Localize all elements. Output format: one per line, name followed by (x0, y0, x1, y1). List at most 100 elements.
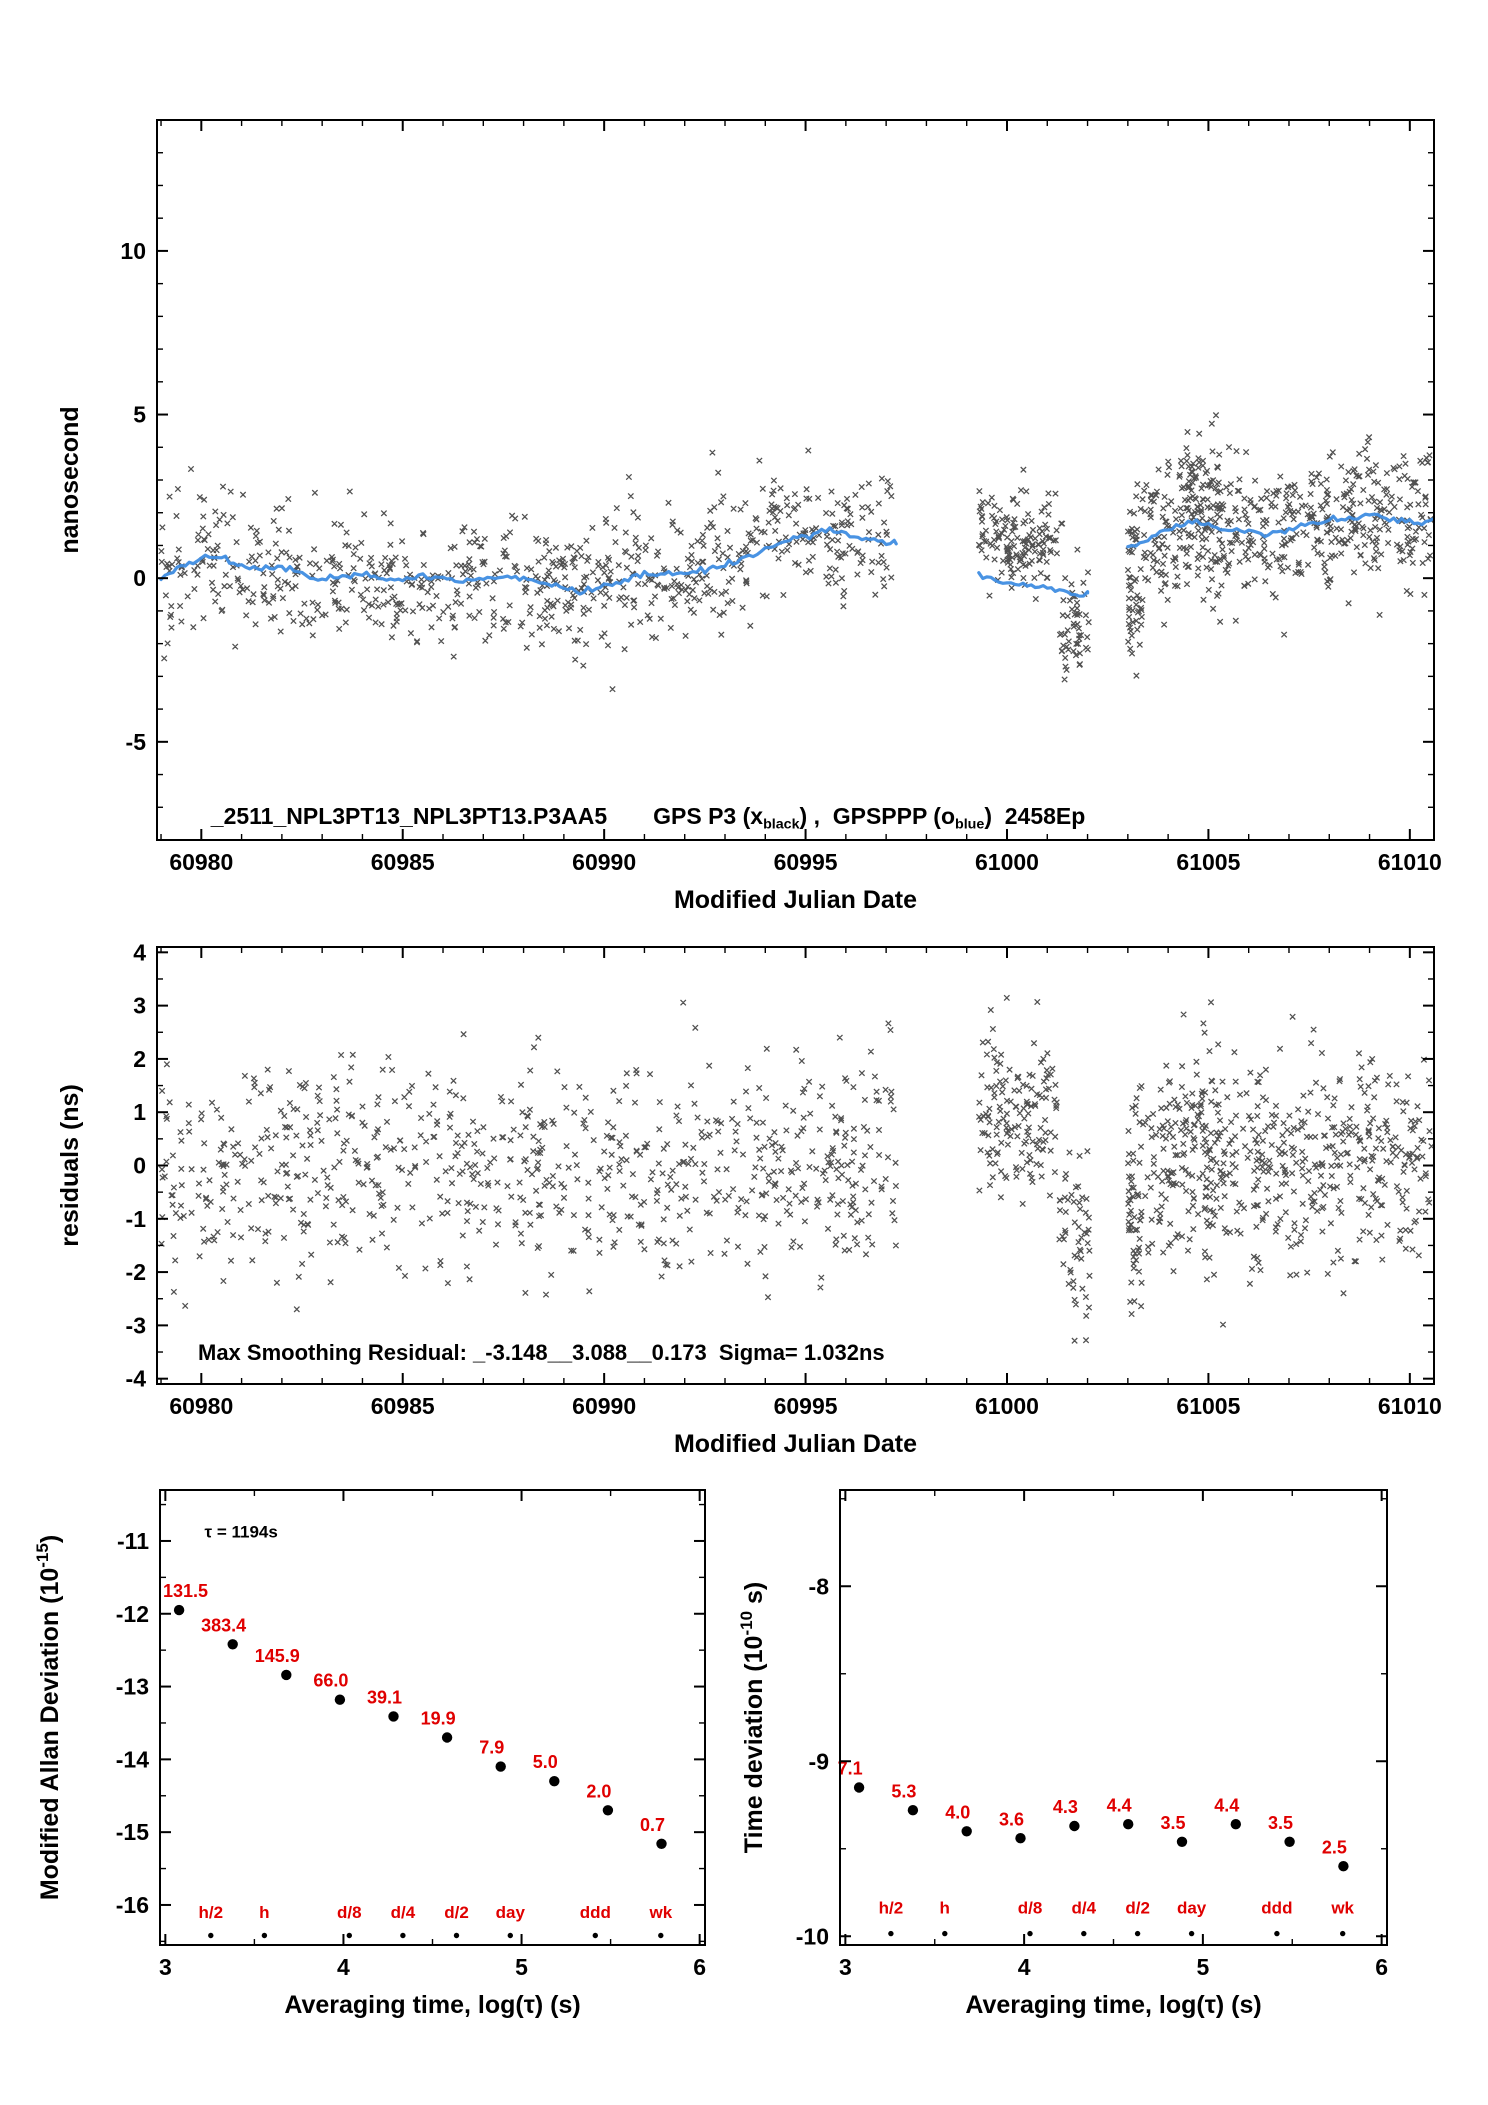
svg-text:-14: -14 (116, 1746, 149, 1772)
svg-text:-15: -15 (116, 1819, 149, 1845)
mdev-tau-label: wk (648, 1903, 672, 1922)
tdev-tau-dot (1081, 1930, 1087, 1937)
svg-text:4: 4 (133, 939, 146, 965)
tdev-tau-label: h/2 (879, 1899, 904, 1918)
tdev-panel: 7.1 5.3 4.0 3.6 4.3 4.4 3.5 4.4 3.5 2.5 h/2 h d/8 d/4… (737, 1489, 1388, 2019)
svg-text:-5: -5 (126, 729, 147, 755)
svg-text:61010: 61010 (1378, 849, 1442, 875)
mdev-yaxis-title: Modified Allan Deviation (10-15) (33, 1535, 64, 1900)
svg-text:60995: 60995 (774, 1393, 838, 1419)
tdev-axes-frame (839, 1489, 1388, 1946)
tdev-point (1015, 1833, 1026, 1844)
svg-text:-11: -11 (117, 1528, 149, 1554)
tdev-value-label: 3.5 (1160, 1813, 1185, 1833)
dataset-id: _2511_NPL3PT13_NPL3PT13.P3AA5 (210, 803, 608, 829)
svg-text:-10: -10 (796, 1923, 829, 1949)
tdev-value-label: 2.5 (1322, 1837, 1347, 1857)
svg-text:2: 2 (133, 1046, 146, 1072)
tdev-point (853, 1782, 865, 1793)
legend-sub-black: black (763, 816, 800, 833)
phase-panel: 60980 60985 60990 60995 61000 61005 61010 -5 0 5 1… (56, 119, 1442, 914)
tdev-tau-label: ddd (1261, 1899, 1292, 1918)
tdev-point (907, 1805, 919, 1816)
svg-text:4: 4 (1018, 1954, 1031, 1980)
tdev-tau-dot (1340, 1930, 1346, 1937)
tdev-tau-label: h (940, 1899, 950, 1918)
tdev-tau-label: d/4 (1072, 1899, 1097, 1918)
mdev-tau-label: day (496, 1903, 526, 1922)
tdev-yaxis-title: Time deviation (10-10 s) (737, 1582, 768, 1853)
mdev-value-label: 66.0 (313, 1671, 348, 1691)
phase-smoothed-line-2 (1126, 512, 1433, 549)
mdev-axes-frame (159, 1489, 706, 1946)
tdev-value-label: 3.5 (1268, 1813, 1293, 1833)
svg-text:60985: 60985 (371, 1393, 435, 1419)
legend: GPS P3 (xblack) , GPSPPP (oblue) 2458Ep (653, 803, 1085, 833)
phase-plot-caption: _2511_NPL3PT13_NPL3PT13.P3AA5 GPS P3 (xbl… (198, 776, 1086, 833)
svg-text:-9: -9 (809, 1748, 829, 1774)
mdev-value-label: 39.1 (367, 1687, 402, 1707)
mdev-point (549, 1776, 560, 1787)
svg-text:60980: 60980 (169, 849, 233, 875)
tdev-point (1230, 1819, 1242, 1830)
mdev-tau-label: d/8 (337, 1903, 362, 1922)
mdev-point (656, 1838, 667, 1850)
tdev-value-label: 7.1 (838, 1759, 863, 1779)
svg-text:61000: 61000 (975, 849, 1039, 875)
svg-text:0: 0 (133, 1153, 146, 1179)
svg-text:60985: 60985 (371, 849, 435, 875)
svg-text:61005: 61005 (1176, 849, 1240, 875)
tdev-data-points: 7.1 5.3 4.0 3.6 4.3 4.4 3.5 4.4 3.5 2.5 (838, 1759, 1349, 1872)
mdev-tau-dot (592, 1932, 598, 1939)
svg-text:5: 5 (133, 402, 146, 428)
phase-scatter-points (158, 412, 1433, 693)
mdev-tau-label: ddd (580, 1903, 611, 1922)
tdev-point (1176, 1836, 1188, 1848)
mdev-tau0-note: τ = 1194s (205, 1522, 278, 1541)
svg-text:5: 5 (1196, 1954, 1209, 1980)
residuals-axes-frame (156, 946, 1435, 1385)
svg-text:-16: -16 (116, 1892, 149, 1918)
mdev-point (441, 1732, 453, 1743)
mdev-value-label: 5.0 (533, 1752, 558, 1772)
svg-text:0: 0 (133, 565, 146, 591)
svg-text:60995: 60995 (774, 849, 838, 875)
tdev-tau-dot (1134, 1930, 1141, 1937)
svg-text:-13: -13 (116, 1674, 149, 1700)
mdev-point (227, 1639, 238, 1650)
mdev-point (173, 1604, 185, 1616)
mdev-value-label: 383.4 (201, 1615, 246, 1635)
tdev-value-label: 5.3 (891, 1781, 916, 1801)
svg-text:61000: 61000 (975, 1393, 1039, 1419)
svg-text:-12: -12 (116, 1601, 149, 1627)
tdev-tau-dot (1027, 1930, 1033, 1937)
tdev-tau-dot (942, 1930, 948, 1937)
mdev-tau-dot (208, 1932, 214, 1939)
phase-xaxis-title: Modified Julian Date (674, 886, 917, 914)
tdev-point (1069, 1820, 1080, 1832)
tdev-tau-label: wk (1330, 1899, 1354, 1918)
tdev-xaxis-title: Averaging time, log(τ) (s) (965, 1991, 1261, 2019)
mdev-tau-label: d/2 (444, 1903, 469, 1922)
legend-pre: GPS P3 (x (653, 803, 764, 829)
svg-text:10: 10 (120, 238, 146, 264)
svg-text:6: 6 (693, 1954, 706, 1980)
mdev-point (495, 1761, 506, 1772)
residuals-xaxis-title: Modified Julian Date (674, 1430, 917, 1458)
svg-text:60980: 60980 (169, 1393, 233, 1419)
svg-text:3: 3 (159, 1954, 172, 1980)
mdev-panel: 131.5 383.4 145.9 66.0 39.1 19.9 7.9 5.0 2.0 0.7 h… (33, 1489, 706, 2019)
mdev-point (334, 1694, 346, 1705)
tdev-tau-label: d/2 (1125, 1899, 1150, 1918)
svg-text:3: 3 (133, 993, 146, 1019)
mdev-xaxis-title: Averaging time, log(τ) (s) (284, 1991, 580, 2019)
svg-text:60990: 60990 (572, 1393, 636, 1419)
svg-text:-8: -8 (809, 1573, 830, 1599)
tdev-tau-dot (1274, 1930, 1280, 1937)
tdev-tau-dot (1188, 1930, 1195, 1937)
residuals-yaxis-title: residuals (ns) (56, 1084, 84, 1247)
mdev-tau-dot (658, 1932, 664, 1939)
tdev-tau-dot (888, 1930, 894, 1937)
phase-yaxis-title: nanosecond (56, 406, 84, 553)
